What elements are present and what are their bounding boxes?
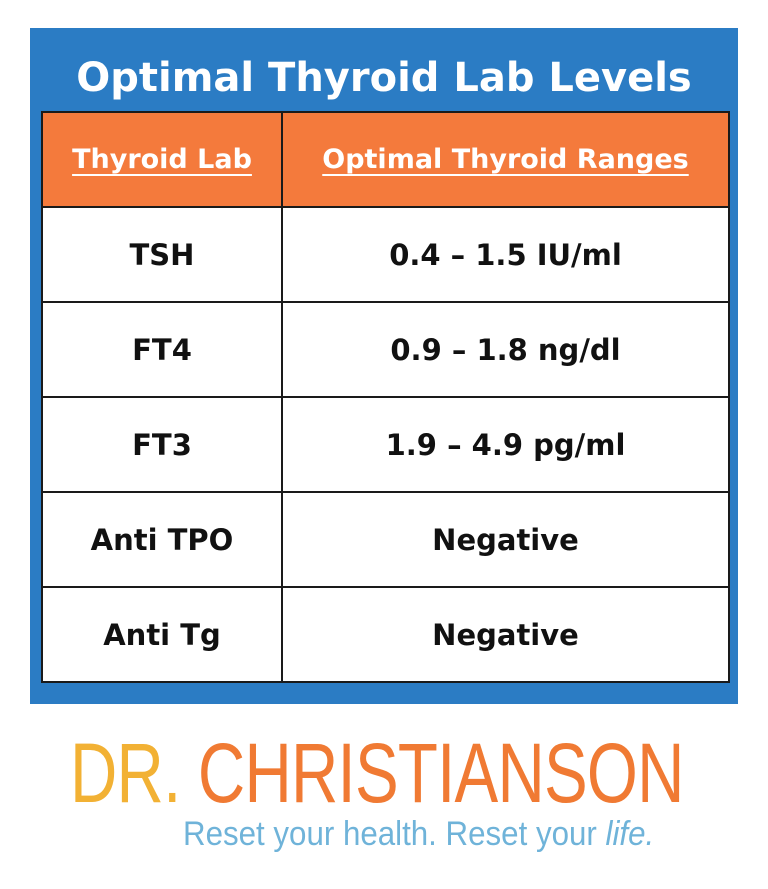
lab-range-cell: Negative — [281, 586, 730, 683]
table-row: TSH 0.4 – 1.5 IU/ml — [41, 206, 730, 303]
brand-logo: DR. CHRISTIANSON Reset your health. Rese… — [70, 730, 710, 870]
lab-range-cell: 1.9 – 4.9 pg/ml — [281, 396, 730, 493]
table-header-row: Thyroid Lab Optimal Thyroid Ranges — [41, 111, 730, 208]
brand-first: DR. — [70, 726, 181, 820]
brand-name: DR. CHRISTIANSON — [70, 730, 684, 816]
table-row: FT3 1.9 – 4.9 pg/ml — [41, 396, 730, 493]
table-row: Anti Tg Negative — [41, 586, 730, 683]
card-title: Optimal Thyroid Lab Levels — [76, 55, 692, 101]
brand-tagline: Reset your health. Reset your life. — [183, 814, 654, 854]
tagline-main: Reset your health. Reset your — [183, 815, 606, 853]
lab-range-cell: 0.4 – 1.5 IU/ml — [281, 206, 730, 303]
lab-range-cell: 0.9 – 1.8 ng/dl — [281, 301, 730, 398]
levels-card: Optimal Thyroid Lab Levels Thyroid Lab O… — [30, 28, 738, 704]
lab-name-cell: Anti Tg — [41, 586, 283, 683]
lab-name-cell: FT4 — [41, 301, 283, 398]
header-thyroid-lab: Thyroid Lab — [41, 111, 283, 208]
thyroid-lab-table: Thyroid Lab Optimal Thyroid Ranges TSH 0… — [41, 111, 730, 683]
lab-name-cell: TSH — [41, 206, 283, 303]
lab-name-cell: Anti TPO — [41, 491, 283, 588]
table-row: Anti TPO Negative — [41, 491, 730, 588]
header-optimal-ranges: Optimal Thyroid Ranges — [281, 111, 730, 208]
tagline-emphasis: life. — [605, 815, 655, 853]
table-row: FT4 0.9 – 1.8 ng/dl — [41, 301, 730, 398]
brand-last: CHRISTIANSON — [197, 726, 685, 820]
lab-range-cell: Negative — [281, 491, 730, 588]
lab-name-cell: FT3 — [41, 396, 283, 493]
